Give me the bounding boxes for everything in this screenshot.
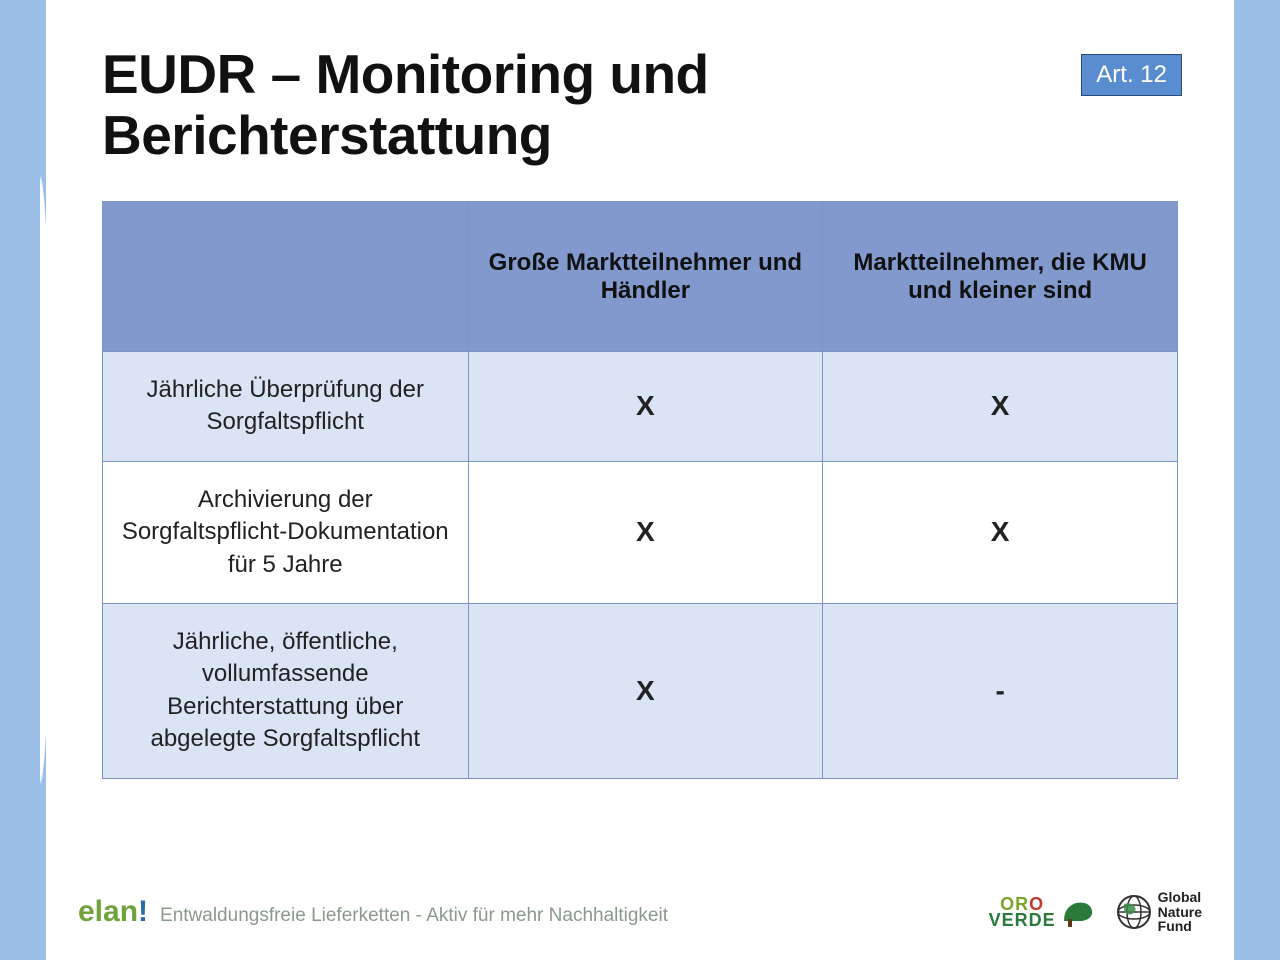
table-row: Jährliche, öffentliche, vollumfassende B… xyxy=(103,603,1178,778)
elan-logo: elan! xyxy=(78,895,148,929)
oroverde-logo: ORO VERDE xyxy=(989,896,1094,928)
requirements-table: Große Marktteilnehmer und Händler Marktt… xyxy=(102,201,1178,779)
gnf-text: Global Nature Fund xyxy=(1158,890,1202,934)
slide-title: EUDR – Monitoring und Berichterstattung xyxy=(102,44,982,165)
gnf-logo: Global Nature Fund xyxy=(1116,890,1202,934)
cell-mark: X xyxy=(823,461,1178,603)
tree-icon xyxy=(1060,897,1094,927)
left-accent-bar xyxy=(0,0,46,960)
cell-mark: X xyxy=(468,461,823,603)
footer: elan! Entwaldungsfreie Lieferketten - Ak… xyxy=(78,890,1202,934)
verde-text: VERDE xyxy=(989,912,1056,928)
globe-icon xyxy=(1116,894,1152,930)
footer-right: ORO VERDE Global Nature xyxy=(989,890,1202,934)
cell-mark: - xyxy=(823,603,1178,778)
footer-left: elan! Entwaldungsfreie Lieferketten - Ak… xyxy=(78,895,668,929)
cell-mark: X xyxy=(823,352,1178,462)
table-header-large: Große Marktteilnehmer und Händler xyxy=(468,202,823,352)
row-label: Archivierung der Sorgfaltspflicht-Dokume… xyxy=(103,461,469,603)
elan-text: elan xyxy=(78,895,138,928)
tagline: Entwaldungsfreie Lieferketten - Aktiv fü… xyxy=(160,905,668,927)
article-badge: Art. 12 xyxy=(1081,54,1182,96)
table-header-row: Große Marktteilnehmer und Händler Marktt… xyxy=(103,202,1178,352)
elan-bang: ! xyxy=(138,895,148,928)
table-row: Archivierung der Sorgfaltspflicht-Dokume… xyxy=(103,461,1178,603)
table-header-sme: Marktteilnehmer, die KMU und kleiner sin… xyxy=(823,202,1178,352)
table-row: Jährliche Überprüfung der Sorgfaltspflic… xyxy=(103,352,1178,462)
slide-content: EUDR – Monitoring und Berichterstattung … xyxy=(46,0,1234,960)
row-label: Jährliche, öffentliche, vollumfassende B… xyxy=(103,603,469,778)
cell-mark: X xyxy=(468,603,823,778)
row-label: Jährliche Überprüfung der Sorgfaltspflic… xyxy=(103,352,469,462)
cell-mark: X xyxy=(468,352,823,462)
table-header-empty xyxy=(103,202,469,352)
right-accent-bar xyxy=(1234,0,1280,960)
